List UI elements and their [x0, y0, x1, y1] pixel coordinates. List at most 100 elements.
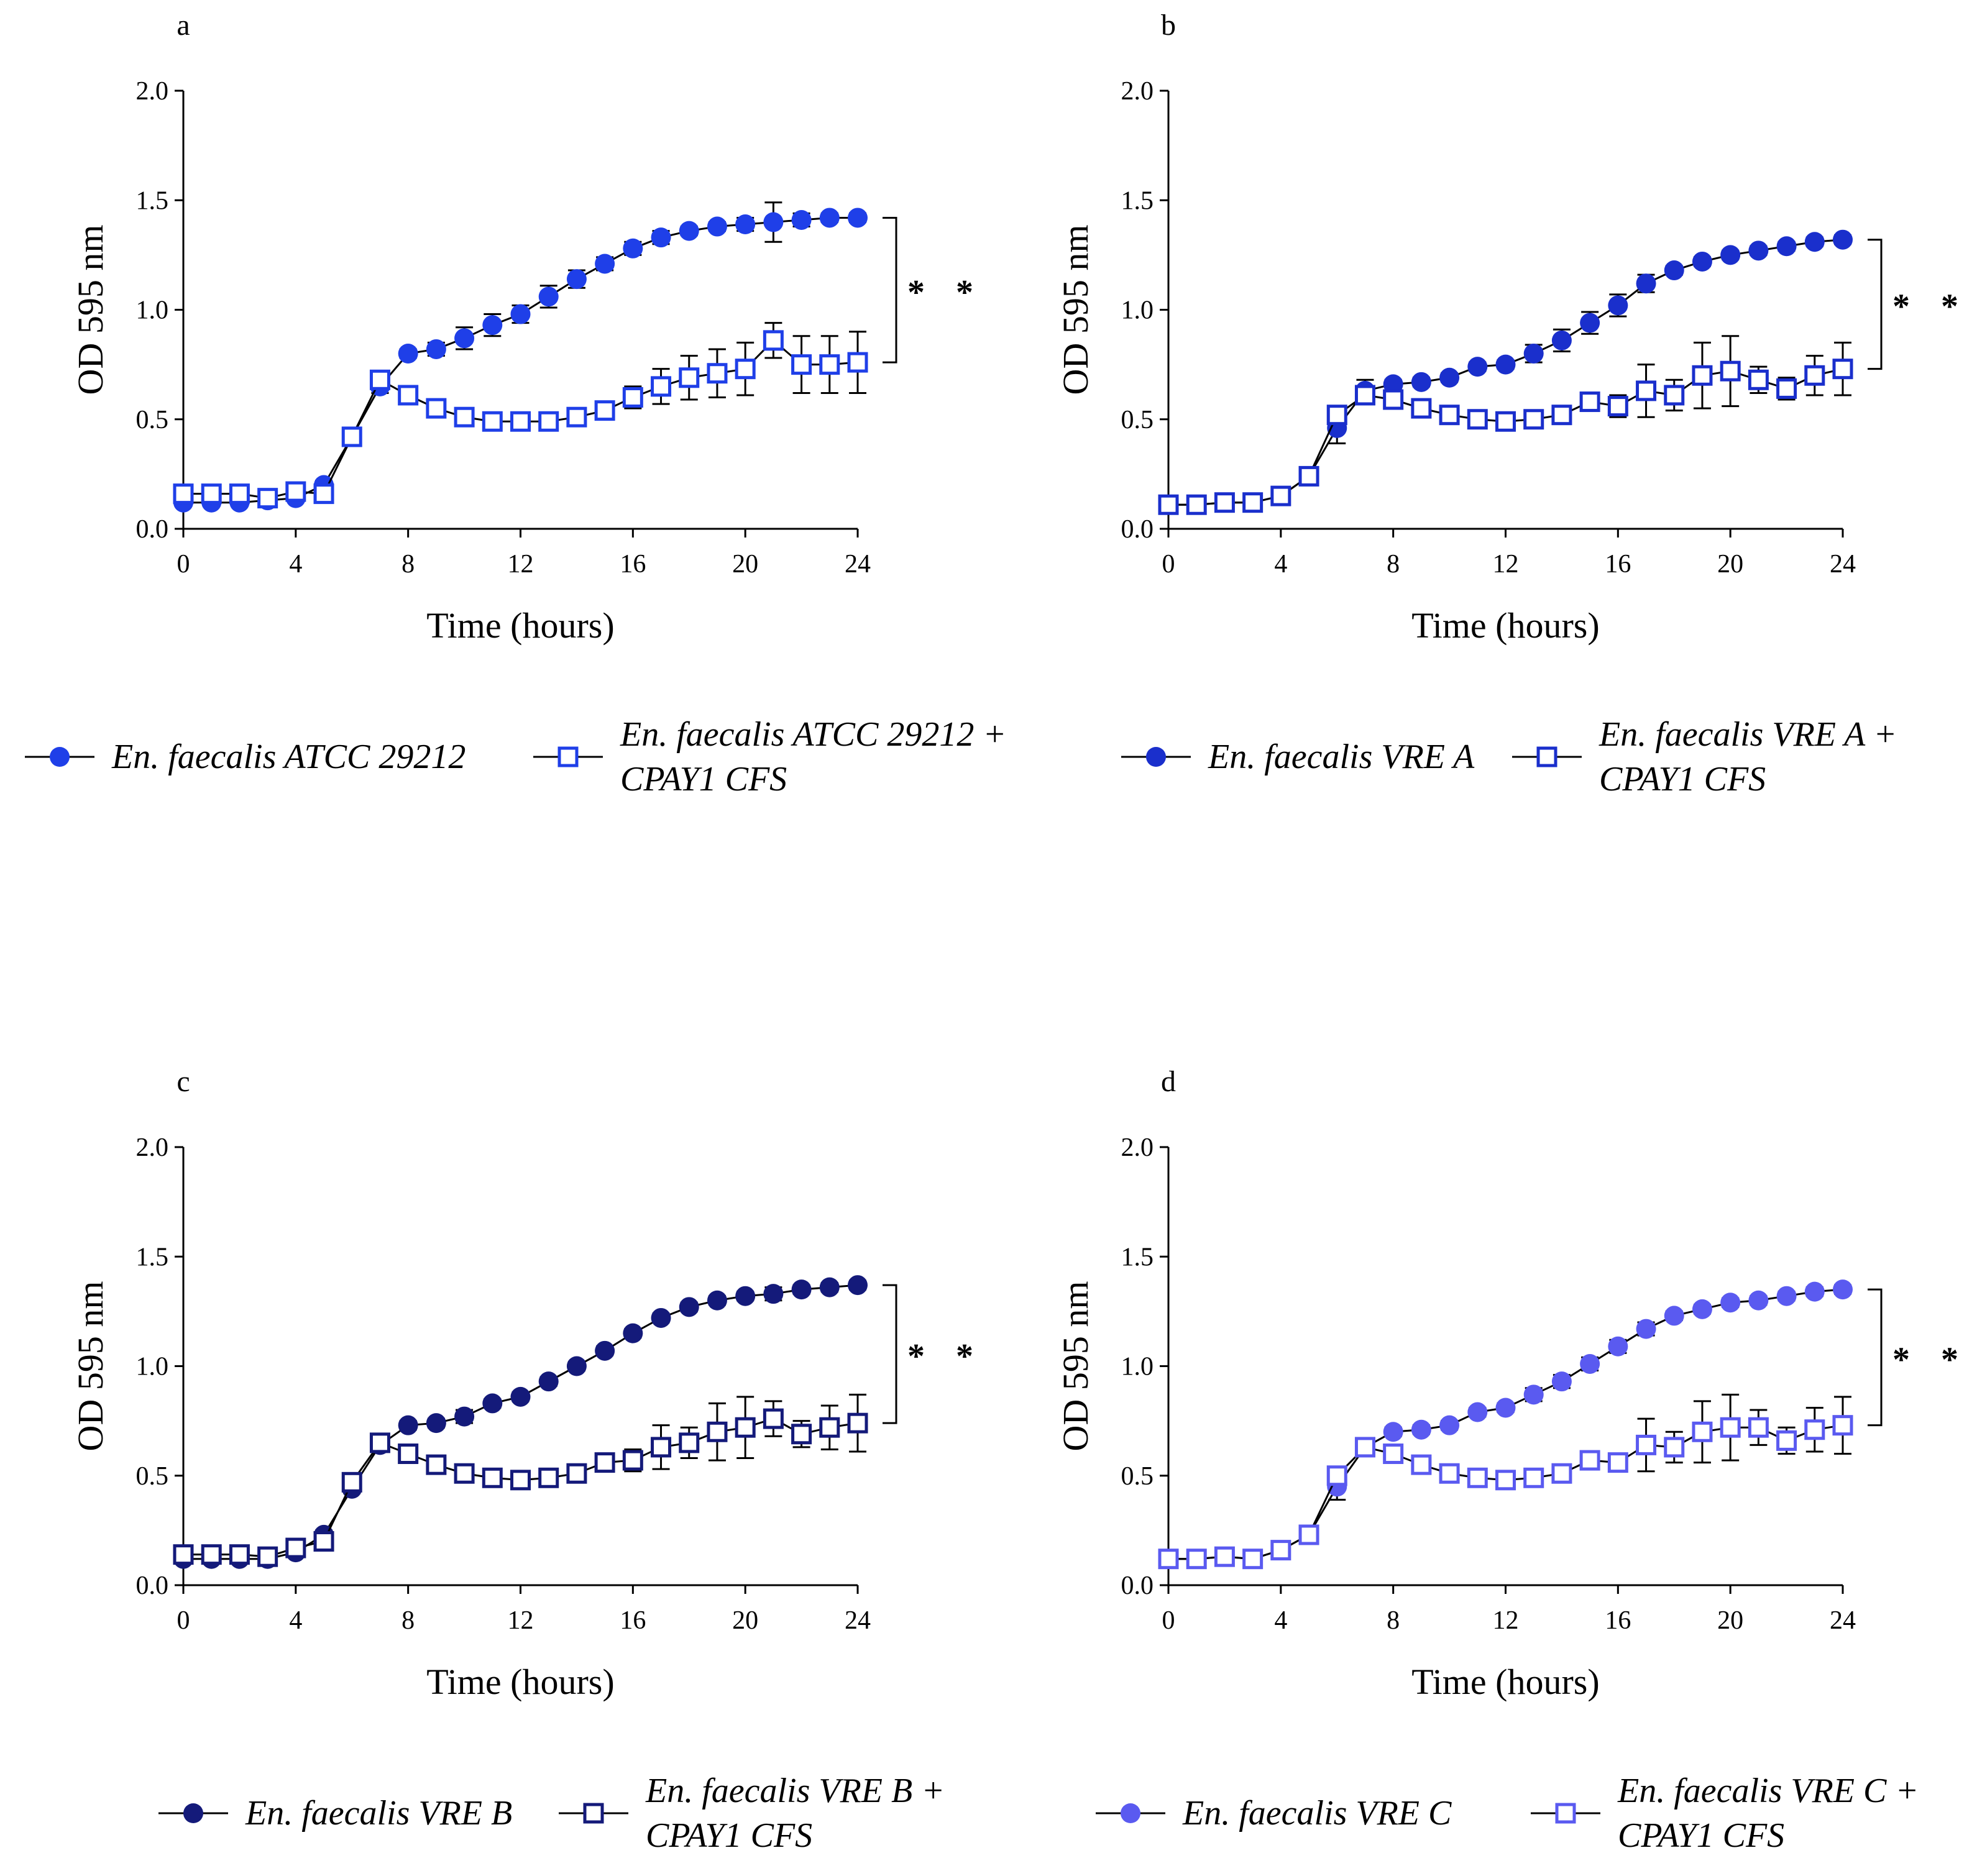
marker	[1636, 380, 1657, 401]
marker	[1692, 251, 1712, 272]
legend-item: En. faecalis VRE B	[158, 1768, 512, 1858]
x-tick-label: 12	[1493, 550, 1519, 579]
marker	[1579, 391, 1600, 413]
x-tick-label: 16	[620, 550, 646, 579]
y-tick-label: 0.0	[1121, 1572, 1154, 1600]
marker	[763, 1284, 784, 1304]
marker	[313, 1531, 334, 1552]
marker	[1383, 1422, 1403, 1442]
marker	[1804, 1281, 1825, 1302]
marker	[482, 1467, 503, 1488]
x-tick-label: 24	[845, 550, 871, 579]
marker	[594, 400, 615, 421]
marker	[398, 1415, 418, 1435]
legend-marker	[1146, 747, 1166, 767]
marker	[1748, 1290, 1769, 1311]
marker	[679, 221, 699, 241]
marker	[426, 1454, 447, 1475]
marker	[1214, 492, 1235, 513]
legend-item: En. faecalis VRE B + CPAY1 CFS	[559, 1768, 981, 1858]
legend-marker	[1555, 1803, 1576, 1824]
marker	[1607, 396, 1628, 417]
series-line	[1168, 1288, 1843, 1560]
marker	[1551, 1371, 1572, 1392]
marker	[510, 411, 531, 432]
x-tick-label: 24	[1830, 550, 1856, 579]
marker	[1242, 492, 1264, 513]
x-tick-label: 20	[732, 1606, 758, 1635]
x-tick-label: 12	[1493, 1606, 1519, 1635]
y-tick-label: 0.0	[136, 1572, 169, 1600]
marker	[1748, 1417, 1769, 1438]
series-line	[183, 1284, 858, 1560]
marker	[651, 1437, 672, 1458]
marker	[454, 406, 475, 428]
marker	[1580, 1353, 1600, 1374]
marker	[595, 1340, 615, 1361]
y-tick-label: 2.0	[1121, 77, 1154, 106]
marker	[707, 1290, 727, 1311]
marker	[1636, 1319, 1656, 1339]
marker	[1692, 1299, 1712, 1319]
marker	[1551, 1463, 1572, 1484]
y-axis-label: OD 595 nm	[70, 225, 111, 395]
marker	[819, 208, 840, 228]
marker	[173, 483, 194, 505]
marker	[651, 1307, 671, 1328]
marker	[1748, 369, 1769, 390]
marker	[679, 1432, 700, 1453]
marker	[1411, 398, 1432, 419]
legend-symbol	[158, 1803, 228, 1823]
marker	[229, 1544, 250, 1565]
y-tick-label: 0.5	[136, 406, 169, 434]
legend-marker	[557, 746, 579, 767]
x-tick-label: 24	[1830, 1606, 1856, 1635]
legend-symbol	[1121, 747, 1191, 767]
marker	[257, 488, 278, 509]
panel-label: a	[177, 9, 190, 42]
y-axis-label: OD 595 nm	[70, 1281, 111, 1452]
y-tick-label: 1.0	[136, 296, 169, 325]
marker	[1523, 1467, 1544, 1488]
legend-label: En. faecalis VRE B	[245, 1794, 513, 1833]
marker	[791, 209, 812, 230]
marker	[510, 304, 531, 324]
marker	[847, 352, 868, 373]
marker	[763, 330, 784, 351]
marker	[398, 1444, 419, 1464]
x-tick-label: 12	[508, 1606, 534, 1635]
marker	[173, 1544, 194, 1565]
marker	[1467, 357, 1488, 377]
marker	[201, 1544, 222, 1565]
marker	[1580, 313, 1600, 333]
marker	[566, 1356, 587, 1376]
x-tick-label: 20	[732, 550, 758, 579]
y-tick-label: 2.0	[136, 77, 169, 106]
marker	[1411, 372, 1431, 392]
x-axis-label: Time (hours)	[1411, 1662, 1599, 1702]
legend-symbol	[1512, 746, 1582, 767]
marker	[1579, 1450, 1600, 1471]
legend-symbol	[533, 746, 603, 767]
marker	[623, 238, 643, 259]
legend-item: En. faecalis VRE A	[1121, 712, 1474, 802]
y-tick-label: 0.5	[136, 1462, 169, 1491]
x-tick-label: 16	[1605, 1606, 1631, 1635]
marker	[791, 354, 812, 375]
marker	[819, 1417, 840, 1438]
x-tick-label: 0	[1162, 550, 1175, 579]
x-axis-label: Time (hours)	[426, 605, 614, 646]
marker	[426, 1413, 446, 1434]
marker	[1720, 1417, 1741, 1438]
marker	[454, 328, 475, 349]
x-tick-label: 16	[620, 1606, 646, 1635]
marker	[1607, 1452, 1628, 1473]
marker	[679, 367, 700, 388]
marker	[791, 1424, 812, 1445]
x-tick-label: 12	[508, 550, 534, 579]
marker	[1242, 1549, 1264, 1570]
marker	[1804, 232, 1825, 252]
marker	[398, 344, 418, 364]
marker	[595, 254, 615, 274]
x-tick-label: 4	[289, 550, 302, 579]
